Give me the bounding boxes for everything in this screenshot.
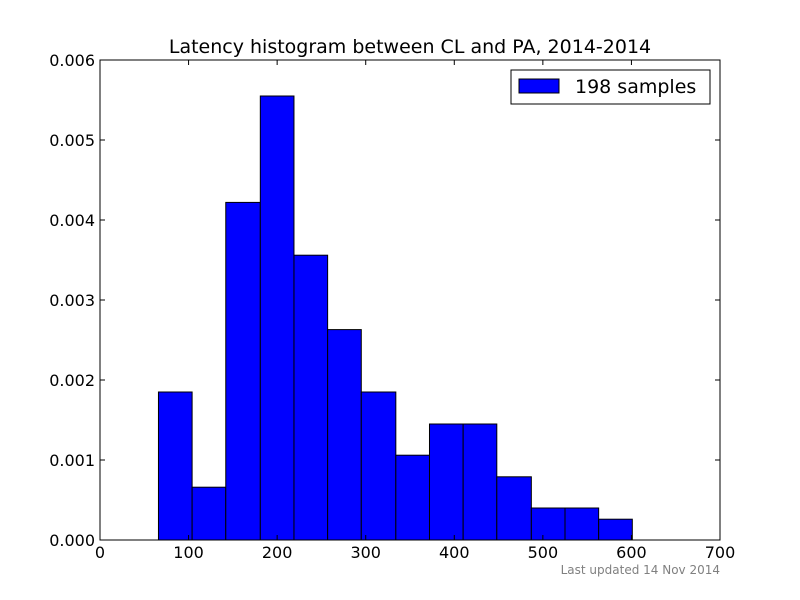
last-updated-note: Last updated 14 Nov 2014 (561, 563, 720, 577)
histogram-bar-10 (462, 423, 498, 541)
histogram-bar-9 (428, 423, 464, 541)
y-tick-label: 0.005 (49, 131, 95, 150)
y-tick-label: 0.000 (49, 531, 95, 550)
legend: 198 samples (510, 69, 711, 105)
histogram-bars (157, 95, 633, 541)
x-tick-label: 0 (95, 543, 105, 562)
histogram-bar-2 (191, 486, 227, 541)
histogram-bar-5 (293, 254, 329, 541)
histogram-bar-13 (564, 507, 600, 541)
x-tick-label: 300 (350, 543, 381, 562)
y-tick-label: 0.001 (49, 451, 95, 470)
y-axis: 0.000 0.001 0.002 0.003 0.004 0.005 0.006 (49, 51, 720, 550)
x-tick-label: 700 (705, 543, 736, 562)
x-tick-label: 100 (173, 543, 204, 562)
y-tick-label: 0.006 (49, 51, 95, 70)
x-axis: 0 100 200 300 400 500 600 700 (95, 60, 735, 562)
histogram-bar-6 (327, 329, 362, 541)
x-tick-label: 500 (528, 543, 559, 562)
x-tick-label: 200 (262, 543, 293, 562)
y-tick-label: 0.004 (49, 211, 95, 230)
histogram-bar-7 (360, 391, 397, 541)
x-tick-label: 400 (439, 543, 470, 562)
x-tick-label: 600 (616, 543, 647, 562)
histogram-bar-3 (225, 201, 261, 541)
histogram-bar-11 (496, 476, 532, 541)
y-tick-label: 0.002 (49, 371, 95, 390)
chart-title: Latency histogram between CL and PA, 201… (169, 36, 651, 58)
histogram-bar-12 (530, 507, 566, 541)
histogram-bar-14 (598, 518, 633, 541)
histogram-bar-4 (259, 95, 295, 541)
y-tick-label: 0.003 (49, 291, 95, 310)
legend-label: 198 samples (575, 76, 696, 98)
histogram-bar-1 (157, 391, 193, 541)
histogram-bar-8 (395, 454, 430, 541)
legend-swatch (518, 78, 560, 94)
